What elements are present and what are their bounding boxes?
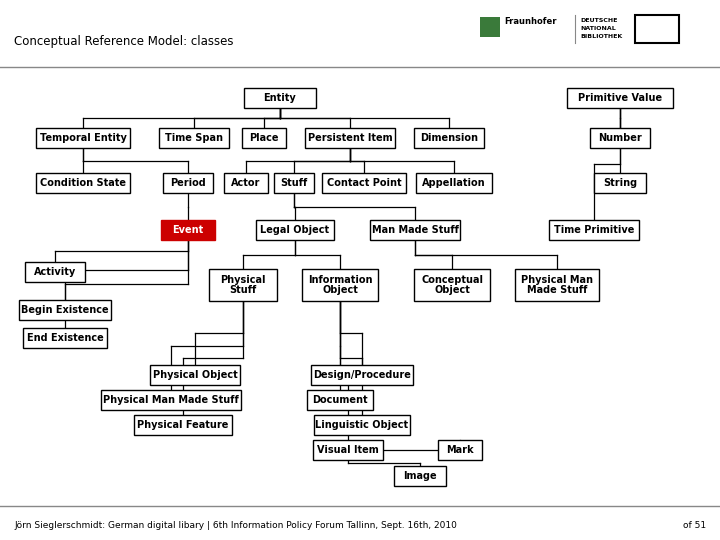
FancyBboxPatch shape [594,173,646,193]
FancyBboxPatch shape [36,128,130,148]
Text: Linguistic Object: Linguistic Object [315,420,408,430]
Text: Document: Document [312,395,368,405]
FancyBboxPatch shape [305,128,395,148]
Text: Actor: Actor [231,178,261,188]
Text: Design/Procedure: Design/Procedure [313,370,411,380]
FancyBboxPatch shape [416,173,492,193]
Text: Place: Place [249,133,279,143]
Text: Entity: Entity [264,93,297,103]
Text: String: String [603,178,637,188]
Text: Legal Object: Legal Object [261,225,330,235]
FancyBboxPatch shape [635,15,679,43]
Text: Time Span: Time Span [165,133,223,143]
FancyBboxPatch shape [150,365,240,385]
FancyBboxPatch shape [414,128,484,148]
FancyBboxPatch shape [134,415,232,435]
FancyBboxPatch shape [313,440,383,460]
Text: Visual Item: Visual Item [317,445,379,455]
Text: Temporal Entity: Temporal Entity [40,133,127,143]
FancyBboxPatch shape [244,88,316,108]
Text: of 51: of 51 [683,521,706,530]
Text: Physical
Stuff: Physical Stuff [220,275,266,295]
FancyBboxPatch shape [314,415,410,435]
FancyBboxPatch shape [163,173,213,193]
FancyBboxPatch shape [224,173,268,193]
FancyBboxPatch shape [242,128,286,148]
Text: Man Made Stuff: Man Made Stuff [372,225,459,235]
Text: NATIONAL: NATIONAL [580,25,616,30]
Text: Dimension: Dimension [420,133,478,143]
Text: Primitive Value: Primitive Value [578,93,662,103]
Text: Event: Event [172,225,204,235]
FancyBboxPatch shape [322,173,406,193]
Text: DEUTSCHE: DEUTSCHE [580,17,617,23]
Text: Physical Man Made Stuff: Physical Man Made Stuff [103,395,239,405]
FancyBboxPatch shape [274,173,314,193]
Text: Number: Number [598,133,642,143]
Text: BSZ: BSZ [642,22,672,36]
Text: Mark: Mark [446,445,474,455]
FancyBboxPatch shape [101,390,241,410]
FancyBboxPatch shape [19,300,111,320]
FancyBboxPatch shape [307,390,373,410]
Text: Persistent Item: Persistent Item [307,133,392,143]
FancyBboxPatch shape [161,220,215,240]
FancyBboxPatch shape [370,220,460,240]
Text: Physical Man
Made Stuff: Physical Man Made Stuff [521,275,593,295]
Text: BIBLIOTHEK: BIBLIOTHEK [580,33,622,38]
Text: Activity: Activity [34,267,76,277]
Text: Appellation: Appellation [422,178,486,188]
FancyBboxPatch shape [438,440,482,460]
FancyBboxPatch shape [36,173,130,193]
Text: Time Primitive: Time Primitive [554,225,634,235]
Text: Conceptual
Object: Conceptual Object [421,275,483,295]
Text: Contact Point: Contact Point [327,178,401,188]
Text: Stuff: Stuff [280,178,307,188]
FancyBboxPatch shape [549,220,639,240]
FancyBboxPatch shape [414,269,490,301]
Text: Period: Period [170,178,206,188]
Text: Physical Feature: Physical Feature [138,420,229,430]
Text: Jörn Sieglerschmidt: German digital libary | 6th Information Policy Forum Tallin: Jörn Sieglerschmidt: German digital liba… [14,521,457,530]
FancyBboxPatch shape [480,17,500,37]
FancyBboxPatch shape [159,128,229,148]
Text: Condition State: Condition State [40,178,126,188]
FancyBboxPatch shape [25,262,85,282]
FancyBboxPatch shape [515,269,599,301]
FancyBboxPatch shape [311,365,413,385]
Text: Conceptual Reference Model: classes: Conceptual Reference Model: classes [14,36,233,49]
Text: Fraunhofer: Fraunhofer [504,17,557,26]
FancyBboxPatch shape [567,88,673,108]
FancyBboxPatch shape [302,269,378,301]
Text: Begin Existence: Begin Existence [21,305,109,315]
FancyBboxPatch shape [256,220,334,240]
Text: End Existence: End Existence [27,333,104,343]
Text: Image: Image [403,471,437,481]
Text: Physical Object: Physical Object [153,370,238,380]
FancyBboxPatch shape [590,128,650,148]
Text: Information
Object: Information Object [307,275,372,295]
FancyBboxPatch shape [394,466,446,486]
FancyBboxPatch shape [209,269,277,301]
FancyBboxPatch shape [23,328,107,348]
